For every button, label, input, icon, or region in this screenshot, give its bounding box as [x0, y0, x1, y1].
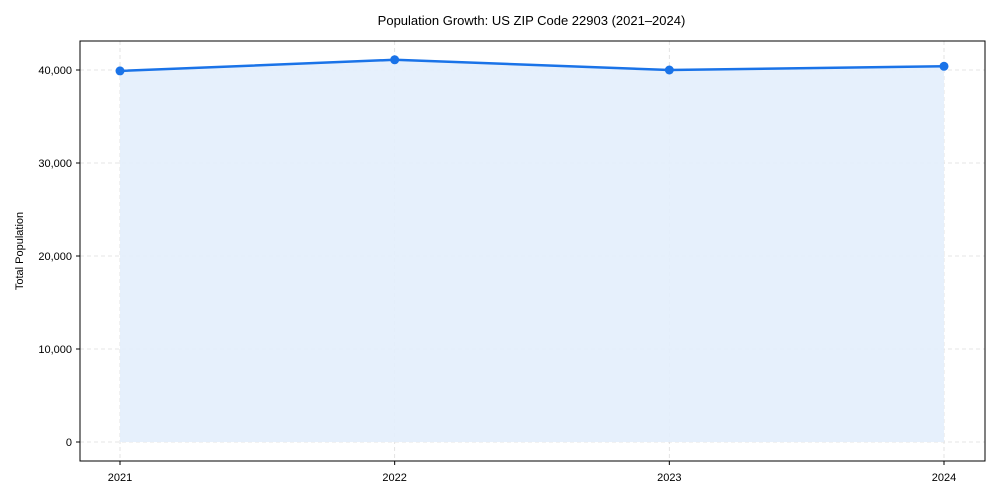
x-tick-label: 2024 — [932, 472, 956, 484]
data-point — [115, 66, 125, 76]
x-axis-ticks: 2021 2022 2023 2024 — [108, 461, 956, 484]
x-tick-label: 2021 — [108, 472, 132, 484]
chart-title: Population Growth: US ZIP Code 22903 (20… — [377, 13, 686, 28]
y-tick-label: 0 — [66, 437, 72, 449]
data-point — [939, 61, 949, 71]
area-fill — [120, 59, 944, 443]
y-axis-ticks: 0 10,000 20,000 30,000 40,000 — [38, 65, 80, 449]
x-tick-label: 2022 — [382, 472, 406, 484]
y-tick-label: 40,000 — [38, 65, 72, 77]
y-tick-label: 30,000 — [38, 158, 72, 170]
y-tick-label: 20,000 — [38, 251, 72, 263]
plot-frame — [79, 40, 986, 462]
data-point — [390, 55, 400, 65]
data-line — [119, 58, 945, 73]
data-points — [115, 55, 949, 76]
data-point — [664, 65, 674, 75]
y-tick-label: 10,000 — [38, 344, 72, 356]
x-tick-label: 2023 — [657, 472, 681, 484]
